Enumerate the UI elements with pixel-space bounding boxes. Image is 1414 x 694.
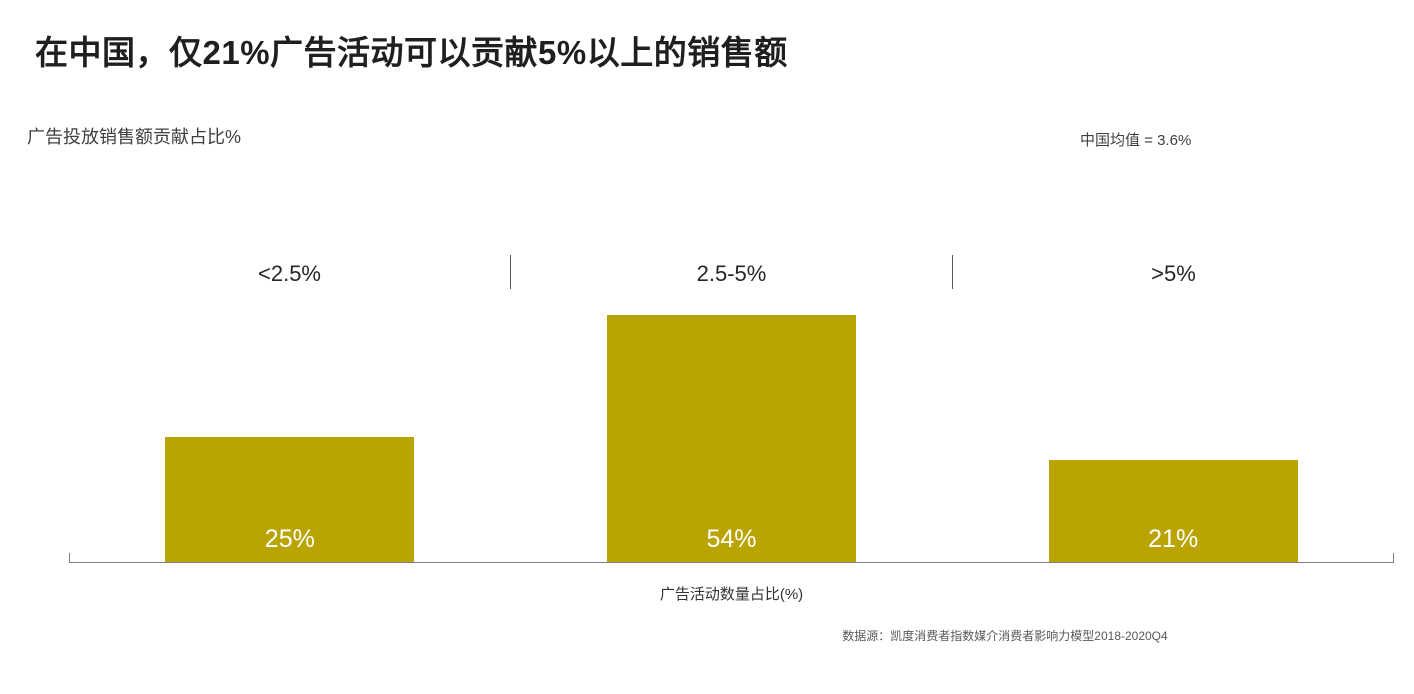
bar-2: 21% — [1048, 460, 1298, 562]
bar-value-label-0: 25% — [264, 525, 315, 553]
x-axis-line — [69, 553, 1394, 563]
axis-tick-left — [69, 553, 70, 562]
y-axis-title: 广告投放销售额贡献占比% — [27, 127, 242, 147]
bar-cell-0: 25% — [69, 302, 511, 562]
china-average-note: 中国均值 = 3.6% — [1080, 132, 1192, 149]
category-label-1: 2.5-5% — [510, 255, 952, 289]
category-label-2: >5% — [952, 255, 1394, 289]
category-label-0: <2.5% — [258, 261, 321, 286]
bar-1: 54% — [607, 315, 856, 562]
bar-value-label-2: 21% — [1148, 525, 1199, 553]
bar-0: 25% — [165, 437, 415, 562]
bar-value-label-1: 54% — [706, 525, 757, 553]
bar-chart: <2.5% 2.5-5% >5% 25% 54% 21% 广告活动数量占比(%) — [69, 0, 1394, 694]
bar-cell-2: 21% — [952, 302, 1394, 562]
page-title: 在中国，仅21%广告活动可以贡献5%以上的销售额 — [35, 34, 788, 71]
bar-cell-1: 54% — [511, 302, 953, 562]
category-header-row: <2.5% 2.5-5% >5% — [69, 255, 1394, 289]
plot-area: 25% 54% 21% — [69, 302, 1394, 562]
axis-tick-right — [1393, 553, 1394, 562]
x-axis-title: 广告活动数量占比(%) — [659, 586, 804, 603]
data-source-note: 数据源：凯度消费者指数媒介消费者影响力模型2018-2020Q4 — [842, 629, 1168, 643]
